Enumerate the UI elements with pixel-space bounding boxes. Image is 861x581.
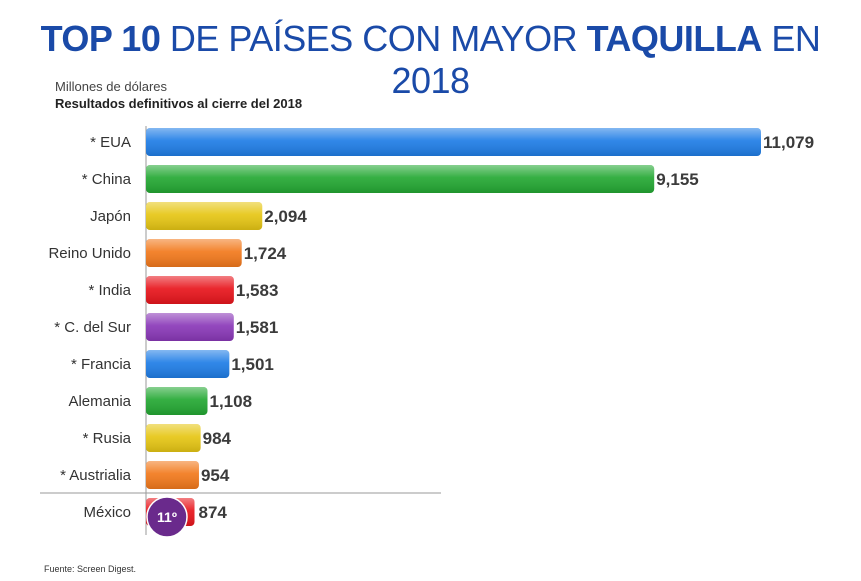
rank-badge [146, 496, 188, 538]
category-label: * India [88, 282, 131, 299]
title-part3: TAQUILLA [586, 18, 763, 59]
value-label: 984 [203, 429, 232, 448]
bar-gloss [146, 350, 230, 378]
bar-gloss [146, 276, 234, 304]
category-label: Alemania [68, 393, 131, 410]
bar-gloss [146, 313, 234, 341]
source-note: Fuente: Screen Digest. [44, 564, 137, 574]
rank-badge-label: 11º [157, 509, 177, 525]
category-label: * C. del Sur [54, 319, 131, 336]
bar-gloss [146, 202, 263, 230]
bar-gloss [146, 387, 208, 415]
value-label: 1,724 [244, 244, 287, 263]
value-label: 954 [201, 466, 230, 485]
value-label: 1,583 [236, 281, 279, 300]
value-label: 1,501 [231, 355, 274, 374]
category-label: * Rusia [83, 430, 132, 447]
bar-gloss [146, 424, 201, 452]
value-label: 11,079 [763, 133, 814, 152]
category-label: Japón [90, 208, 131, 225]
bar-gloss [146, 165, 655, 193]
bar-gloss [146, 128, 761, 156]
chart-title: TOP 10 DE PAÍSES CON MAYOR TAQUILLA EN 2… [0, 18, 861, 102]
title-part4: EN 2018 [391, 18, 821, 101]
bars-group: * EUA 11,079 * China 9,155 Japón 2,094 Reino U… [48, 128, 814, 538]
value-label: 874 [199, 503, 228, 522]
category-label: * Francia [71, 356, 132, 373]
category-label: * EUA [90, 134, 131, 151]
title-part2: DE PAÍSES CON MAYOR [160, 18, 587, 59]
category-label: Reino Unido [48, 245, 131, 262]
title-part1: TOP 10 [40, 18, 161, 59]
value-label: 1,108 [210, 392, 253, 411]
category-label: * China [82, 171, 132, 188]
category-label: México [83, 504, 131, 521]
bar-gloss [146, 461, 199, 489]
value-label: 9,155 [656, 170, 699, 189]
value-label: 1,581 [236, 318, 279, 337]
chart-subtitle: Resultados definitivos al cierre del 201… [55, 96, 303, 111]
unit-label: Millones de dólares [55, 79, 168, 94]
category-label: * Austrialia [60, 467, 132, 484]
value-label: 2,094 [264, 207, 307, 226]
bar-gloss [146, 239, 242, 267]
